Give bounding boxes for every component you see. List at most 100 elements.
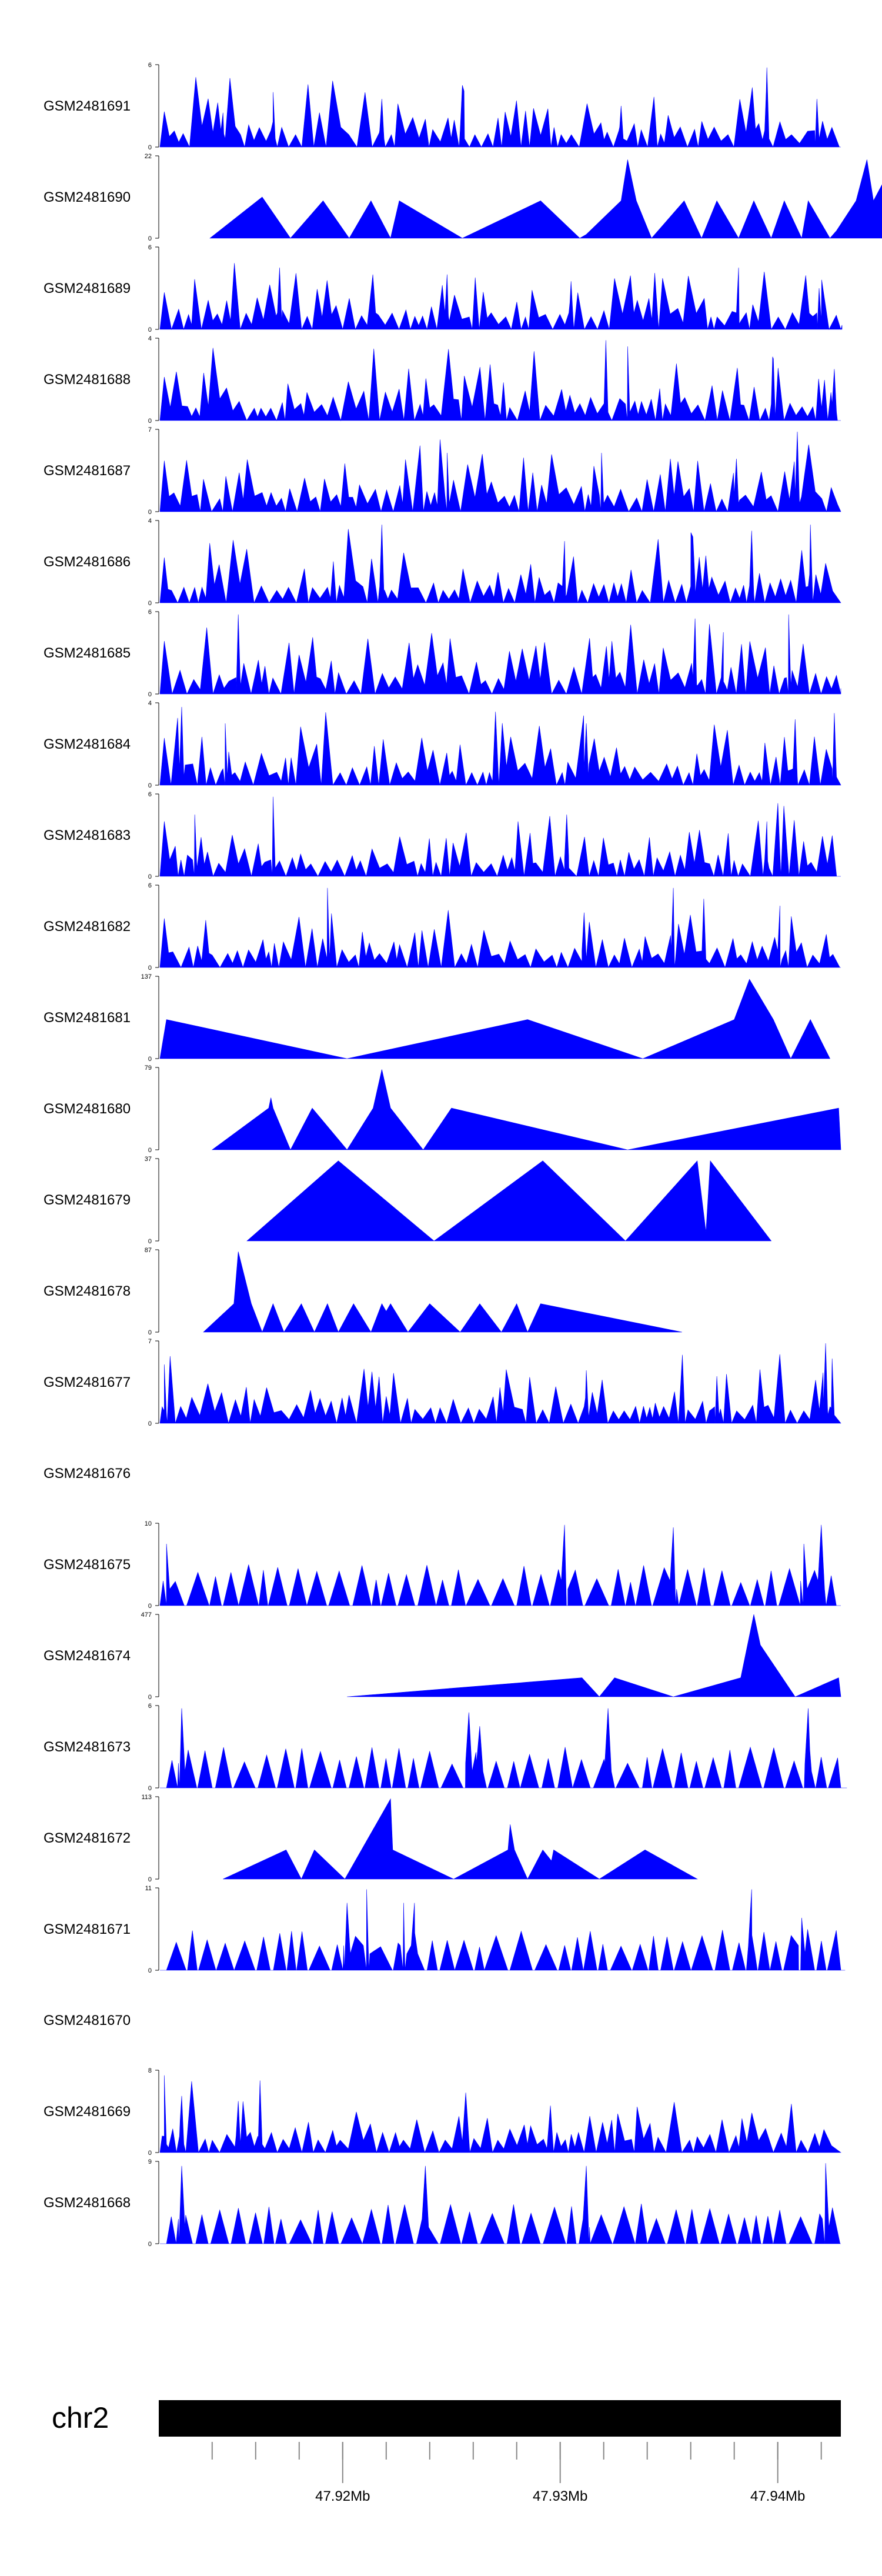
track-GSM2481669: GSM2481669 8 0 xyxy=(44,2067,841,2157)
track-GSM2481681: GSM2481681 137 0 xyxy=(44,973,830,1063)
y-max-label: 11 xyxy=(145,1885,152,1892)
y-max-label: 10 xyxy=(145,1520,152,1527)
y-min-label: 0 xyxy=(148,1238,152,1245)
track-label: GSM2481682 xyxy=(44,919,131,935)
y-min-label: 0 xyxy=(148,418,152,425)
y-min-label: 0 xyxy=(148,691,152,698)
y-max-label: 4 xyxy=(148,518,152,525)
track-label: GSM2481668 xyxy=(44,2195,131,2211)
y-min-label: 0 xyxy=(148,1785,152,1792)
y-max-label: 79 xyxy=(145,1065,152,1072)
y-min-label: 0 xyxy=(148,509,152,516)
track-label: GSM2481683 xyxy=(44,827,131,843)
chromosome-ideogram: chr2 47.92Mb 47.93Mb 47.94Mb xyxy=(52,2400,841,2504)
y-min-label: 0 xyxy=(148,2241,152,2248)
y-max-label: 87 xyxy=(145,1247,152,1254)
track-label: GSM2481671 xyxy=(44,1921,131,1937)
track-GSM2481683: GSM2481683 6 0 xyxy=(44,791,841,880)
track-GSM2481686: GSM2481686 4 0 xyxy=(44,518,841,607)
track-GSM2481690: GSM2481690 22 0 xyxy=(44,153,882,242)
track-GSM2481668: GSM2481668 9 0 xyxy=(44,2158,841,2248)
y-max-label: 113 xyxy=(141,1794,152,1801)
track-GSM2481678: GSM2481678 87 0 xyxy=(44,1247,682,1336)
y-max-label: 4 xyxy=(148,335,152,342)
coverage-area xyxy=(159,2075,841,2154)
chromosome-label: chr2 xyxy=(52,2401,109,2434)
coverage-area xyxy=(160,2163,841,2244)
track-GSM2481689: GSM2481689 6 0 xyxy=(44,244,843,333)
track-label: GSM2481673 xyxy=(44,1739,131,1755)
coverage-area xyxy=(160,1889,846,1971)
y-max-label: 6 xyxy=(148,791,152,798)
track-GSM2481679: GSM2481679 37 0 xyxy=(44,1156,772,1245)
coverage-area xyxy=(159,1524,841,1606)
track-GSM2481674: GSM2481674 477 0 xyxy=(44,1611,841,1701)
y-min-label: 0 xyxy=(148,1603,152,1610)
y-max-label: 6 xyxy=(148,882,152,889)
coverage-area xyxy=(347,1614,841,1697)
y-min-label: 0 xyxy=(148,1329,152,1336)
track-label: GSM2481670 xyxy=(44,2013,131,2028)
track-label: GSM2481685 xyxy=(44,645,131,661)
track-GSM2481671: GSM2481671 11 0 xyxy=(44,1885,846,1974)
y-min-label: 0 xyxy=(148,1876,152,1883)
track-label: GSM2481672 xyxy=(44,1830,131,1846)
coverage-area xyxy=(159,524,841,604)
track-GSM2481676: GSM2481676 xyxy=(44,1466,131,1481)
coverage-area xyxy=(159,1343,841,1424)
coverage-area xyxy=(211,1069,841,1150)
y-max-label: 6 xyxy=(148,1703,152,1710)
track-GSM2481670: GSM2481670 xyxy=(44,2013,131,2028)
y-max-label: 9 xyxy=(148,2158,152,2165)
y-max-label: 6 xyxy=(148,244,152,251)
y-max-label: 37 xyxy=(145,1156,152,1163)
y-min-label: 0 xyxy=(148,1056,152,1063)
y-min-label: 0 xyxy=(148,2150,152,2157)
y-max-label: 7 xyxy=(148,1338,152,1345)
coverage-area xyxy=(159,67,841,148)
coverage-area xyxy=(246,1160,772,1242)
y-max-label: 4 xyxy=(148,700,152,707)
track-GSM2481687: GSM2481687 7 0 xyxy=(44,426,841,516)
coverage-area xyxy=(159,706,841,786)
coverage-area xyxy=(160,1708,847,1788)
coverage-area xyxy=(209,159,882,239)
y-max-label: 477 xyxy=(141,1611,152,1619)
coverage-area xyxy=(159,431,841,513)
y-min-label: 0 xyxy=(148,1420,152,1427)
y-max-label: 22 xyxy=(145,153,152,160)
track-label: GSM2481688 xyxy=(44,372,131,388)
track-GSM2481677: GSM2481677 7 0 xyxy=(44,1338,841,1427)
track-GSM2481688: GSM2481688 4 0 xyxy=(44,335,841,425)
track-GSM2481672: GSM2481672 113 0 xyxy=(44,1794,698,1883)
track-label: GSM2481690 xyxy=(44,189,131,205)
track-label: GSM2481675 xyxy=(44,1557,131,1573)
track-GSM2481691: GSM2481691 6 0 xyxy=(44,62,841,151)
chromosome-bar xyxy=(159,2400,841,2437)
y-min-label: 0 xyxy=(148,144,152,151)
data-tracks: GSM248169160GSM2481690220GSM248168960GSM… xyxy=(44,62,882,2248)
track-label: GSM2481684 xyxy=(44,736,131,752)
track-label: GSM2481681 xyxy=(44,1010,131,1026)
y-min-label: 0 xyxy=(148,782,152,789)
coverage-area xyxy=(159,979,830,1059)
y-min-label: 0 xyxy=(148,326,152,333)
track-GSM2481685: GSM2481685 6 0 xyxy=(44,609,841,698)
y-min-label: 0 xyxy=(148,600,152,607)
y-min-label: 0 xyxy=(148,965,152,972)
track-label: GSM2481686 xyxy=(44,554,131,570)
y-max-label: 8 xyxy=(148,2067,152,2074)
track-GSM2481673: GSM2481673 6 0 xyxy=(44,1703,847,1792)
track-label: GSM2481676 xyxy=(44,1466,131,1481)
coverage-area xyxy=(159,887,841,969)
y-max-label: 137 xyxy=(141,973,152,980)
y-max-label: 6 xyxy=(148,609,152,616)
y-min-label: 0 xyxy=(148,873,152,880)
coverage-area xyxy=(159,263,843,331)
track-GSM2481682: GSM2481682 6 0 xyxy=(44,882,841,972)
y-max-label: 7 xyxy=(148,426,152,433)
coverage-area xyxy=(203,1252,682,1333)
genome-axis: 47.92Mb 47.93Mb 47.94Mb xyxy=(211,2442,822,2504)
track-label: GSM2481689 xyxy=(44,281,131,296)
track-label: GSM2481691 xyxy=(44,98,131,114)
